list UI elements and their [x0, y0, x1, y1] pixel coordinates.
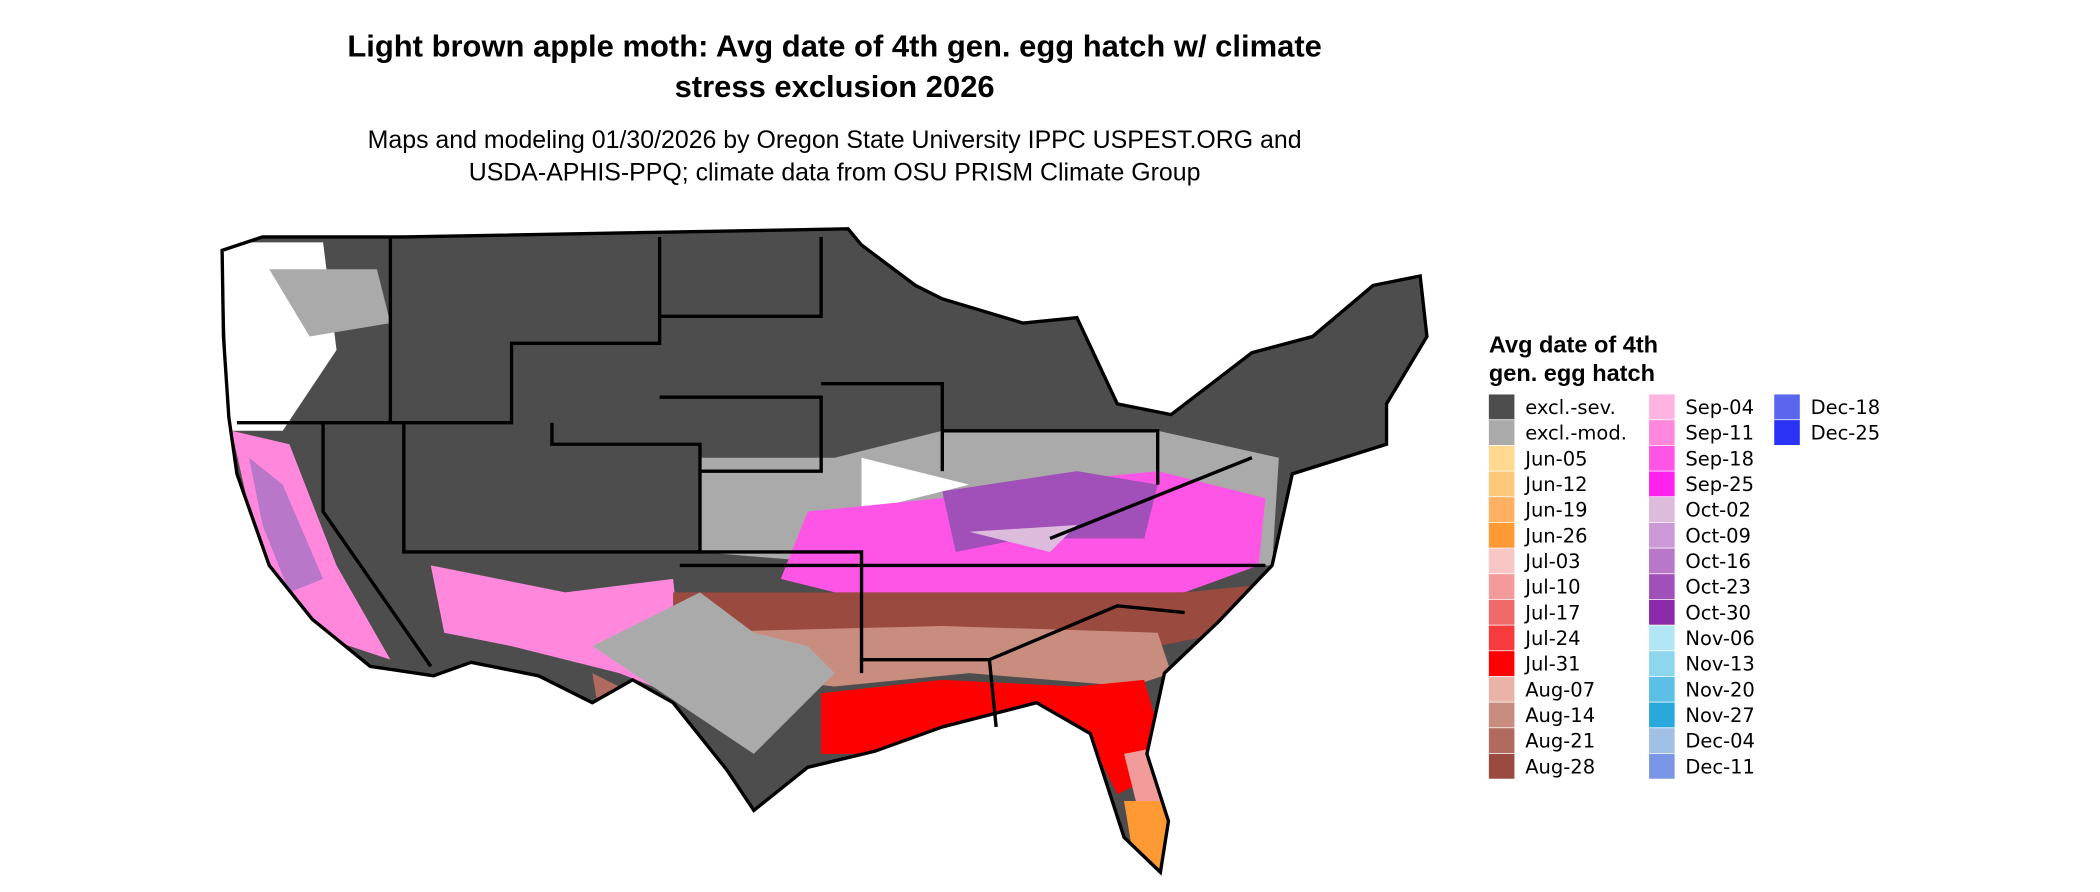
legend-swatch [1774, 420, 1800, 446]
legend-swatch [1488, 753, 1515, 779]
legend-swatch [1649, 548, 1675, 574]
legend-swatch [1649, 625, 1675, 651]
title-line: Light brown apple moth: Avg date of 4th … [347, 29, 1322, 64]
legend-label: Dec-18 [1811, 396, 1881, 419]
region [861, 457, 970, 512]
title-line: stress exclusion 2026 [675, 69, 995, 104]
legend-swatch [1649, 394, 1675, 420]
legend-label: Jul-17 [1523, 601, 1580, 624]
legend-swatch [1488, 522, 1515, 548]
legend-label: Dec-04 [1685, 730, 1755, 753]
legend-label: Nov-06 [1685, 627, 1754, 650]
legend-label: Sep-11 [1685, 422, 1754, 445]
legend-label: Aug-28 [1525, 755, 1595, 778]
legend-label: Sep-25 [1685, 473, 1754, 496]
legend-swatch [1488, 651, 1515, 677]
legend-label: Jun-12 [1523, 473, 1587, 496]
legend-label: Nov-13 [1685, 653, 1754, 676]
legend-label: excl.-sev. [1525, 396, 1616, 419]
legend-label: Oct-23 [1685, 576, 1751, 599]
legend-swatch [1649, 676, 1675, 702]
legend-label: Jul-24 [1523, 627, 1580, 650]
region [969, 525, 1077, 552]
region [1124, 800, 1172, 873]
legend-swatch [1488, 574, 1515, 600]
legend-label: Jun-26 [1523, 524, 1587, 547]
legend-title: gen. egg hatch [1489, 360, 1655, 386]
legend-label: Aug-14 [1525, 704, 1595, 727]
legend-swatch [1649, 420, 1675, 446]
legend-swatch [1488, 497, 1515, 523]
legend-swatch [1488, 445, 1515, 471]
legend-label: Jul-10 [1523, 576, 1580, 599]
legend-swatch [1488, 625, 1515, 651]
legend-swatch [1649, 599, 1675, 625]
legend-label: Dec-11 [1685, 755, 1755, 778]
state-borders [220, 227, 1429, 876]
legend-swatch [1649, 497, 1675, 523]
legend-swatch [1488, 702, 1515, 728]
legend-swatch [1488, 728, 1515, 754]
legend-swatch [1649, 445, 1675, 471]
legend-swatch [1774, 394, 1800, 420]
legend-label: Sep-18 [1685, 447, 1754, 470]
region [592, 592, 835, 754]
legend-label: Aug-07 [1525, 678, 1595, 701]
legend-swatch [1649, 471, 1675, 497]
legend-label: Sep-04 [1685, 396, 1754, 419]
legend-swatch [1488, 420, 1515, 446]
region [249, 457, 324, 593]
legend-label: Oct-09 [1685, 524, 1751, 547]
legend-swatch [1488, 394, 1515, 420]
region [733, 753, 808, 822]
legend-label: Oct-16 [1685, 550, 1751, 573]
legend-swatch [1649, 522, 1675, 548]
legend-label: excl.-mod. [1525, 422, 1627, 445]
subtitle-line: USDA-APHIS-PPQ; climate data from OSU PR… [469, 158, 1201, 186]
legend-title: Avg date of 4th [1489, 332, 1658, 358]
legend-label: Jul-03 [1523, 550, 1580, 573]
legend-swatch [1488, 676, 1515, 702]
legend-swatch [1488, 471, 1515, 497]
legend-swatch [1649, 702, 1675, 728]
legend-label: Aug-21 [1525, 730, 1595, 753]
legend-label: Oct-30 [1685, 601, 1751, 624]
legend-label: Jul-31 [1523, 653, 1580, 676]
region [269, 269, 391, 337]
legend-label: Jun-19 [1523, 499, 1587, 522]
subtitle-line: Maps and modeling 01/30/2026 by Oregon S… [368, 126, 1302, 154]
legend-label: Nov-20 [1685, 678, 1754, 701]
legend-swatch [1649, 574, 1675, 600]
legend-swatch [1649, 651, 1675, 677]
region [821, 679, 1158, 795]
legend-swatch [1488, 599, 1515, 625]
legend: excl.-sev.excl.-mod.Jun-05Jun-12Jun-19Ju… [1488, 394, 1881, 779]
legend-label: Jun-05 [1523, 447, 1587, 470]
legend-label: Dec-25 [1811, 422, 1881, 445]
legend-label: Oct-02 [1685, 499, 1751, 522]
legend-label: Nov-27 [1685, 704, 1754, 727]
legend-swatch [1649, 728, 1675, 754]
legend-swatch [1488, 548, 1515, 574]
legend-swatch [1649, 753, 1675, 779]
